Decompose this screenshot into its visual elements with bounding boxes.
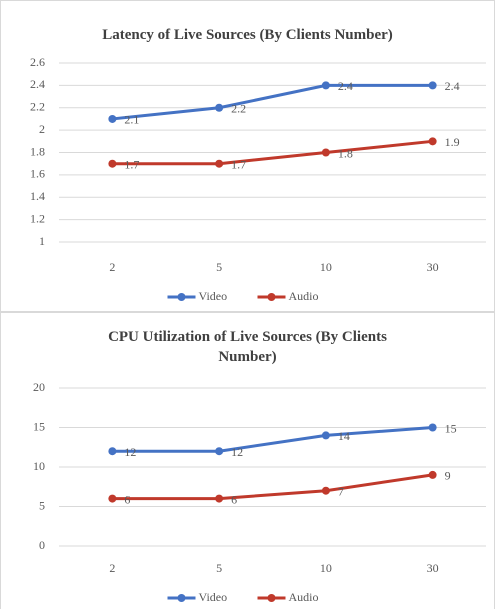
data-label: 6 bbox=[231, 492, 237, 506]
point bbox=[428, 81, 437, 90]
data-label: 1.7 bbox=[124, 157, 139, 171]
legend-label: Audio bbox=[289, 590, 319, 604]
series-line bbox=[112, 83, 433, 121]
point bbox=[215, 494, 224, 503]
chart-title: CPU Utilization of Live Sources (By Clie… bbox=[108, 329, 387, 365]
data-label: 2.4 bbox=[338, 79, 353, 93]
legend-label: Video bbox=[199, 289, 228, 303]
x-tick-label: 10 bbox=[320, 561, 332, 575]
data-label: 15 bbox=[445, 421, 457, 435]
chart-panel: Latency of Live Sources (By Clients Numb… bbox=[0, 0, 495, 312]
x-tick-label: 30 bbox=[427, 260, 439, 274]
chart-title: Latency of Live Sources (By Clients Numb… bbox=[102, 27, 393, 43]
x-tick-label: 2 bbox=[109, 561, 115, 575]
point bbox=[108, 447, 117, 456]
series-line bbox=[112, 139, 433, 166]
data-label: 7 bbox=[338, 484, 344, 498]
data-label: 1.7 bbox=[231, 157, 246, 171]
y-tick-label: 20 bbox=[33, 380, 45, 394]
series-line bbox=[112, 426, 433, 453]
legend-marker bbox=[177, 594, 186, 602]
y-tick-label: 2.4 bbox=[30, 77, 45, 91]
y-tick-label: 2.6 bbox=[30, 55, 45, 69]
point bbox=[108, 494, 117, 503]
x-tick-label: 2 bbox=[109, 260, 115, 274]
chart: 1 1.2 1.4 1.6 1.8 2 2.2 2.4 2.6 2 5 10 30 2.1 2.2 2.4 2.… bbox=[30, 55, 486, 303]
point bbox=[321, 81, 330, 90]
point bbox=[321, 431, 330, 440]
y-tick-label: 5 bbox=[39, 498, 45, 512]
data-label: 2.2 bbox=[231, 102, 246, 116]
series-line bbox=[112, 473, 433, 501]
point bbox=[428, 423, 437, 432]
data-label: 9 bbox=[445, 469, 451, 483]
point bbox=[108, 159, 117, 168]
x-tick-label: 10 bbox=[320, 260, 332, 274]
y-tick-label: 1.8 bbox=[30, 144, 45, 158]
point bbox=[321, 148, 330, 157]
data-label: 1.8 bbox=[338, 146, 353, 160]
point bbox=[215, 159, 224, 168]
y-tick-label: 2 bbox=[39, 122, 45, 136]
data-label: 12 bbox=[124, 445, 136, 459]
y-tick-label: 1.4 bbox=[30, 189, 45, 203]
data-label: 2.1 bbox=[124, 113, 139, 127]
x-tick-label: 5 bbox=[216, 561, 222, 575]
legend-marker bbox=[267, 293, 276, 301]
y-tick-label: 0 bbox=[39, 538, 45, 552]
y-tick-label: 15 bbox=[33, 419, 45, 433]
x-tick-label: 30 bbox=[427, 561, 439, 575]
point bbox=[215, 103, 224, 112]
point bbox=[428, 137, 437, 146]
data-label: 2.4 bbox=[445, 79, 460, 93]
y-tick-label: 10 bbox=[33, 459, 45, 473]
point bbox=[321, 486, 330, 495]
data-label: 1.9 bbox=[445, 135, 460, 149]
y-tick-label: 2.2 bbox=[30, 100, 45, 114]
legend-marker bbox=[267, 594, 276, 602]
y-tick-label: 1 bbox=[39, 234, 45, 248]
chart-panel: CPU Utilization of Live Sources (By Clie… bbox=[0, 312, 495, 609]
legend-marker bbox=[177, 293, 186, 301]
y-tick-label: 1.2 bbox=[30, 211, 45, 225]
legend-label: Video bbox=[199, 590, 228, 604]
x-tick-label: 5 bbox=[216, 260, 222, 274]
y-tick-label: 1.6 bbox=[30, 167, 45, 181]
point bbox=[428, 470, 437, 479]
data-label: 12 bbox=[231, 445, 243, 459]
data-label: 6 bbox=[124, 492, 130, 506]
point bbox=[215, 447, 224, 456]
data-label: 14 bbox=[338, 429, 350, 443]
point bbox=[108, 114, 117, 123]
legend-label: Audio bbox=[289, 289, 319, 303]
